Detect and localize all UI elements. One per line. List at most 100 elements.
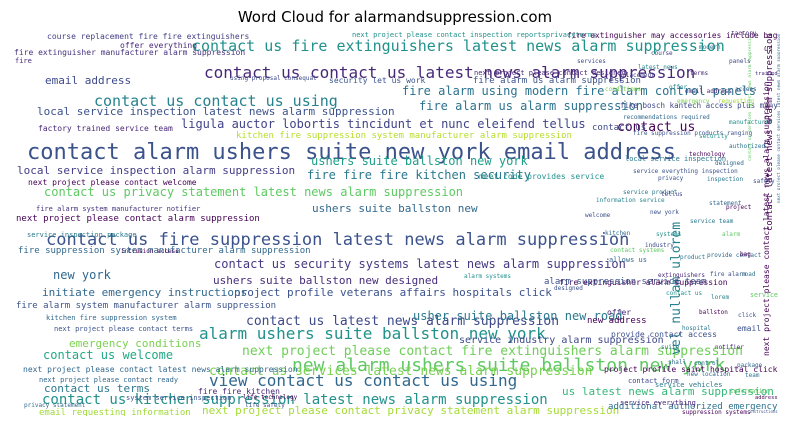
word-new-location: new location — [687, 371, 731, 378]
word-latest-news: latest news — [638, 64, 678, 71]
word-address: address — [755, 395, 778, 401]
word-fire-alarm-us-alarm-suppression: fire alarm us alarm suppression — [419, 99, 643, 113]
word-emergency-conditions: emergency conditions — [69, 337, 201, 350]
word-service-vehicles: service vehicles — [655, 381, 722, 389]
word-contact-us-latest-news-alarm-suppression: contact us latest news alarm suppression — [246, 314, 559, 329]
word-privacy: privacy — [658, 175, 684, 182]
word-contact-us-contact-us-using: contact us contact us using — [94, 92, 338, 110]
word-contact-latest-news-alarm-suppression: contact latest news alarm suppression — [765, 33, 775, 231]
word-local-service-inspection-latest-news-ala: local service inspection latest news ala… — [37, 105, 395, 118]
word-panels: panels — [729, 58, 751, 65]
word-contact-us: contact us — [666, 290, 703, 297]
word-email-address: email address — [685, 88, 732, 95]
word-package: package — [737, 362, 763, 369]
word-course: course — [651, 50, 673, 57]
word-email-requesting-information: email requesting information — [39, 408, 191, 416]
word-ballston: ballston — [699, 309, 728, 316]
word-life-safety: life safety — [245, 402, 285, 409]
word-safety: safety — [753, 178, 775, 185]
word-emergency: emergency — [677, 98, 710, 105]
word-contact-us-fire-suppression-latest-news-: contact us fire suppression latest news … — [46, 230, 629, 250]
word-security: security — [699, 133, 728, 140]
word-fire-fire-fire-kitchen-security: fire fire fire kitchen security — [307, 168, 531, 182]
word-meet-code-provides-service: meet code provides service — [479, 172, 604, 181]
word-usher-suite-ballston-new-road: usher suite ballston new road — [413, 309, 623, 323]
word-fire-suppression-system-manufacturer-ala: fire suppression system manufacturer ala… — [18, 246, 311, 256]
word-fire-alarm-using-modern-fire-alarm-contr: fire alarm using modern fire alarm contr… — [402, 84, 756, 98]
word-information: information — [730, 388, 770, 395]
word-road: road — [741, 271, 756, 278]
word-notifier: notifier — [715, 344, 744, 351]
word-suite: suite — [661, 344, 679, 351]
word-service: service — [750, 291, 778, 299]
word-lorem: lorem — [711, 294, 729, 301]
word-email-address: email address — [45, 74, 131, 87]
word-new-york: new york — [650, 209, 679, 216]
word-initiate-emergency-instructions: initiate emergency instructions — [42, 286, 247, 299]
word-next-project-please-contact-terms: next project please contact terms — [54, 325, 193, 333]
word-next-project-please-contact-welcome: next project please contact welcome — [28, 178, 197, 187]
word-designed: designed — [715, 160, 744, 167]
word-contact-alarm-ushers-suite-new-york-emai: contact alarm ushers suite new york emai… — [27, 140, 676, 165]
word-next-project-please-contact-ready: next project please contact ready — [39, 376, 178, 384]
word-contact-systems: contact systems — [610, 247, 665, 254]
word-replacement: replacement — [615, 72, 655, 79]
word-new-york: new york — [53, 268, 112, 282]
word-local-service-inspection-alarm-suppressi: local service inspection alarm suppressi… — [17, 164, 295, 177]
word-alarm-ushers-suite-ballston-new-york: alarm ushers suite ballston new york — [199, 324, 546, 343]
word-new-alarm-ushers-suite-ballston-new-york: new alarm ushers suite ballston new york — [292, 355, 726, 376]
word-service-team: service team — [690, 218, 734, 225]
word-ushers-suite-ballston-new-designed: ushers suite ballston new designed — [213, 274, 438, 287]
word-designed: designed — [554, 285, 583, 292]
word-email: email — [737, 324, 761, 333]
word-offer: offer — [669, 84, 687, 91]
word-provide-contact: provide contact — [707, 252, 762, 259]
word-privacy-statement: privacy statement — [24, 402, 86, 409]
word-contact-us: contact us — [617, 120, 695, 135]
word-offer-everything: offer everything — [120, 41, 197, 50]
word-alarm-suppression-service-team: alarm suppression service team — [544, 277, 707, 287]
word-kitchen-fire-suppression-system-manufact: kitchen fire suppression system manufact… — [236, 131, 572, 141]
word-vel-nullam-ulorem: vel nullam ulorem — [669, 222, 684, 355]
word-click: click — [738, 312, 756, 319]
word-trained: trained — [755, 71, 778, 77]
word-tellus: tellus — [661, 191, 683, 198]
word-services: services — [577, 58, 606, 65]
word-fire-alarm: fire alarm — [710, 271, 747, 278]
word-requesting: requesting — [718, 98, 755, 105]
word-project-profile-veterans-affairs-hospita: project profile veterans affairs hospita… — [234, 286, 552, 299]
word-industry: industry — [645, 242, 674, 249]
word-next-project-please-contact-latest-news-: next project please contact latest news … — [23, 365, 298, 374]
word-factory-trained-service-team: factory trained service team — [38, 124, 173, 133]
word-new-address: new address — [587, 316, 647, 326]
word-local-service-inspection: local service inspection — [625, 155, 726, 163]
word-fike-bosch-kantech-access-plus-many: fike bosch kantech access plus many — [620, 101, 778, 110]
word-fire-fire-kitchen: fire fire kitchen — [198, 387, 280, 396]
word-next-project-please-contact-alarm-suppre: next project please contact alarm suppre… — [16, 214, 260, 224]
word-recommendations-required: recommendations required — [623, 114, 710, 121]
word-cloud-svg: contact alarm ushers suite new york emai… — [14, 31, 780, 416]
word-contact-us-services-latest-news-alarm-su: contact us services latest news alarm su… — [209, 364, 593, 379]
word-authorized: authorized — [729, 143, 766, 150]
word-fire: fire — [15, 57, 32, 65]
word-system-service-inspection: system service inspection — [126, 394, 231, 402]
word-intrusion-access: intrusion access — [121, 248, 179, 255]
word-control: control — [694, 360, 720, 367]
word-factory: factory — [731, 31, 757, 37]
word-access: access — [735, 86, 757, 93]
word-terms: terms — [690, 70, 708, 77]
word-project: project — [726, 204, 752, 211]
word-course-replacement-fire-fire-extinguishe: course replacement fire fire extinguishe… — [47, 32, 249, 41]
word-ushers-suite-ballston-new: ushers suite ballston new — [312, 202, 478, 215]
word-instructions: instructions — [749, 409, 778, 414]
word-offer: offer — [607, 308, 631, 317]
word-service-everything: service everything — [620, 399, 696, 407]
word-contact-us: contact us — [592, 123, 646, 133]
word-fire-alarm-system-manufacturer-alarm-sup: fire alarm system manufacturer alarm sup… — [16, 301, 276, 311]
word-fire-suppression-products-ranging: fire suppression products ranging — [633, 130, 753, 137]
word-contact-us-terms: contact us terms — [44, 382, 150, 395]
word-inspection: inspection — [707, 176, 744, 183]
word-kitchen-fire-suppression-system: kitchen fire suppression system — [46, 314, 177, 322]
word-alarm: alarm — [722, 231, 740, 238]
word-team: team — [745, 372, 760, 379]
